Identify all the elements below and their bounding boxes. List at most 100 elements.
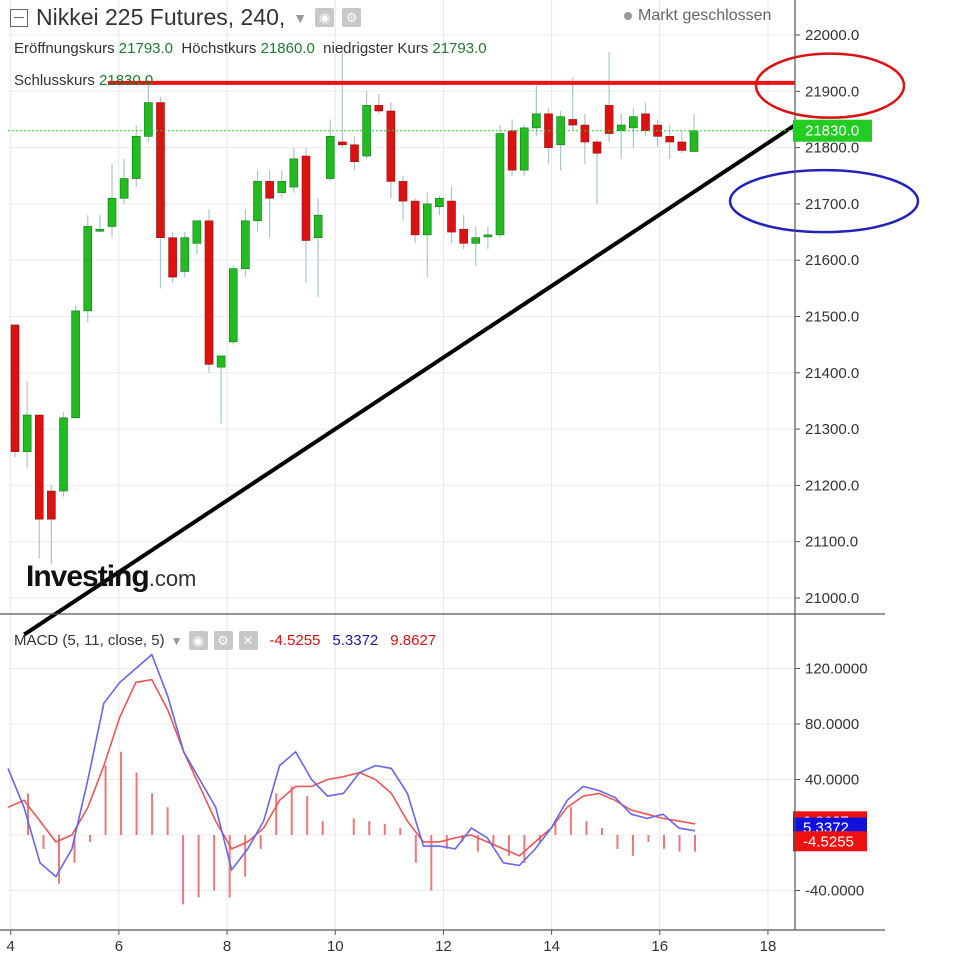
market-status-text: Markt geschlossen — [638, 7, 772, 24]
blue-ellipse — [728, 168, 920, 234]
logo-suffix: .com — [148, 566, 197, 591]
y-tick-label: 21000.0 — [805, 590, 859, 607]
candle-body — [95, 228, 105, 232]
candle-body — [277, 181, 287, 193]
candle-body — [519, 127, 529, 171]
candle-body — [532, 113, 541, 129]
status-dot-icon — [624, 11, 632, 20]
chart-title: Nikkei 225 Futures, 240, — [36, 4, 286, 30]
candle-body — [616, 124, 626, 132]
candle-body — [22, 414, 32, 452]
candle-body — [471, 237, 481, 244]
macd-title: MACD (5, 11, close, 5) — [14, 632, 165, 649]
chevron-down-icon[interactable]: ▼ — [170, 633, 183, 648]
macd-signal-value: 9.8627 — [390, 632, 437, 649]
y-tick-label: 21500.0 — [805, 309, 859, 326]
annotations — [23, 52, 920, 637]
candle-body — [289, 158, 299, 188]
y-tick-label: 21900.0 — [805, 83, 859, 100]
open-label: Eröffnungskurs — [14, 40, 115, 57]
candle-body — [629, 116, 638, 129]
grid — [8, 0, 795, 930]
y-tick-label: 21300.0 — [805, 421, 859, 438]
x-tick-label: 14 — [543, 938, 560, 955]
red-ellipse — [754, 52, 906, 119]
market-status: Markt geschlossen — [624, 7, 771, 25]
x-tick-label: 18 — [760, 938, 777, 955]
y-tick-label: 21200.0 — [805, 477, 859, 494]
candle-body — [495, 133, 505, 236]
last-price-label: 21830.0 — [805, 123, 859, 140]
ohlc-row-1: Eröffnungskurs 21793.0 Höchstkurs 21860.… — [14, 40, 487, 57]
candle-body — [156, 102, 165, 238]
candle-body — [71, 310, 80, 419]
candle-body — [59, 417, 68, 492]
candle-body — [313, 214, 323, 238]
macd-hist-badge — [793, 831, 867, 852]
y-tick-label: 21100.0 — [805, 534, 858, 551]
macd-panel: 9.86275.3372-4.5255 — [7, 653, 867, 905]
y-tick-label: 21600.0 — [805, 252, 859, 269]
axes: 21000.0 21100.0 21200.0 21300.0 21400.0 21500… — [0, 0, 885, 955]
macd-y-tick-label: 40.0000 — [805, 772, 859, 789]
candle-body — [568, 119, 578, 126]
low-value: 21793.0 — [432, 40, 487, 57]
candle-body — [119, 178, 129, 199]
x-tick-label: 10 — [327, 938, 344, 955]
close-label: Schlusskurs — [14, 72, 95, 89]
collapse-icon[interactable] — [10, 8, 28, 27]
candle-body — [386, 110, 396, 182]
candle-body — [83, 226, 93, 312]
eye-icon[interactable]: ◉ — [188, 631, 208, 650]
x-tick-label: 12 — [435, 938, 452, 955]
last-price-badge — [793, 119, 872, 142]
x-tick-label: 6 — [115, 938, 123, 955]
y-tick-label: 21400.0 — [805, 365, 859, 382]
candle-body — [253, 181, 262, 222]
candle-body — [325, 136, 335, 179]
candle-body — [665, 136, 675, 143]
x-tick-label: 16 — [651, 938, 668, 955]
candle-body — [677, 141, 687, 151]
candle-body — [483, 234, 493, 238]
candle-body — [459, 228, 468, 244]
x-tick-label: 8 — [223, 938, 231, 955]
candle-body — [144, 102, 153, 137]
candle-body — [168, 237, 177, 278]
investing-logo: Investing.com — [26, 560, 196, 594]
candle-body — [592, 141, 602, 154]
candle-body — [641, 113, 650, 132]
close-value: 21830.0 — [99, 72, 154, 89]
candle-body — [180, 237, 190, 272]
macd-hist-label: -4.5255 — [803, 833, 854, 850]
macd-y-tick-label: 120.0000 — [805, 661, 868, 678]
macd-y-tick-label: 80.0000 — [805, 716, 859, 733]
candle-body — [241, 220, 250, 269]
candle-body — [689, 130, 699, 152]
ohlc-row-2: Schlusskurs 21830.0 — [14, 72, 153, 89]
candle-body — [398, 181, 408, 202]
candle-body — [131, 136, 141, 179]
chart-header: Nikkei 225 Futures, 240, ▼ ◉ ⚙ — [10, 4, 362, 31]
y-tick-label: 21700.0 — [805, 196, 859, 213]
gear-icon[interactable]: ⚙ — [213, 631, 233, 650]
candle-body — [216, 355, 226, 368]
open-value: 21793.0 — [118, 40, 174, 57]
low-label: niedrigster Kurs — [323, 40, 429, 57]
x-tick-label: 4 — [7, 938, 15, 955]
gear-icon[interactable]: ⚙ — [342, 8, 362, 27]
macd-line — [7, 653, 696, 878]
chevron-down-icon[interactable]: ▼ — [293, 9, 308, 26]
candle-body — [362, 105, 371, 157]
candle-body — [228, 268, 238, 343]
y-tick-label: 22000.0 — [805, 27, 859, 44]
trend-line — [23, 123, 797, 637]
close-icon[interactable]: ✕ — [238, 631, 258, 650]
logo-text: Investing — [26, 560, 150, 593]
macd-signal-line — [7, 678, 696, 857]
candle-body — [34, 414, 44, 520]
candle-body — [447, 200, 456, 233]
candle-body — [604, 105, 614, 134]
eye-icon[interactable]: ◉ — [315, 8, 335, 27]
